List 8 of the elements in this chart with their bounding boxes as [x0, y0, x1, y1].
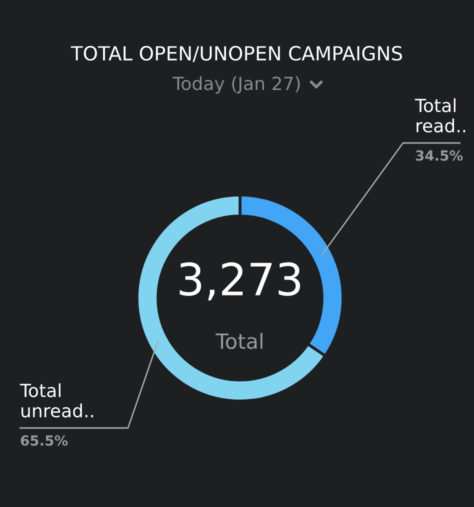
text: 3,273	[180, 262, 300, 300]
chart-title: TOTAL OPEN/UNOPEN CAMPAIGNS	[70, 46, 402, 62]
slice-label: Total read..	[414, 98, 466, 132]
text: Total	[216, 332, 262, 350]
chart-subtitle: Today (Jan 27)	[172, 76, 300, 94]
data-label: 65.5%	[20, 435, 68, 446]
slice-label: Total unread..	[20, 383, 94, 418]
data-label: 34.5%	[416, 150, 463, 161]
